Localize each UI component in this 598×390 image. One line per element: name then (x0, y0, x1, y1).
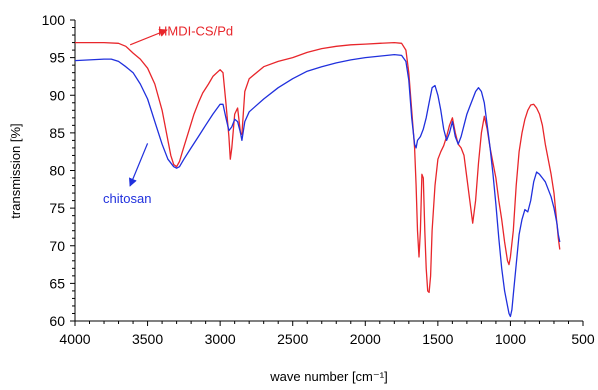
x-tick-label: 1000 (495, 331, 526, 347)
x-tick-label: 3000 (205, 331, 236, 347)
y-tick-label: 60 (49, 313, 65, 329)
x-axis-label: wave number [cm⁻¹] (269, 369, 387, 384)
x-tick-label: 2500 (277, 331, 308, 347)
x-tick-label: 1500 (422, 331, 453, 347)
y-tick-label: 80 (49, 163, 65, 179)
annotation-label: HMDI-CS/Pd (158, 24, 233, 39)
y-tick-label: 75 (49, 200, 65, 216)
x-tick-label: 4000 (59, 331, 90, 347)
series-line-chitosan (74, 53, 561, 318)
annotations: HMDI-CS/Pd chitosan (103, 24, 233, 206)
x-tick-label: 2000 (350, 331, 381, 347)
annotation-arrow (129, 28, 168, 46)
y-tick-label: 100 (42, 12, 66, 28)
annotation-label: chitosan (103, 191, 151, 206)
y-tick-label: 70 (49, 238, 65, 254)
x-tick-label: 3500 (132, 331, 163, 347)
x-tick-label: 500 (571, 331, 595, 347)
y-tick-label: 95 (49, 50, 65, 66)
annotation-arrow (129, 143, 149, 187)
series-line-hmdi-cs-pd (75, 41, 561, 294)
series (74, 41, 561, 318)
y-axis-label: transmission [%] (8, 123, 23, 218)
y-tick-label: 90 (49, 87, 65, 103)
y-tick-label: 85 (49, 125, 65, 141)
ticks: 4000 3500 3000 2500 2000 1500 1000 500 60 65 70 75 8… (42, 12, 595, 347)
y-tick-label: 65 (49, 275, 65, 291)
